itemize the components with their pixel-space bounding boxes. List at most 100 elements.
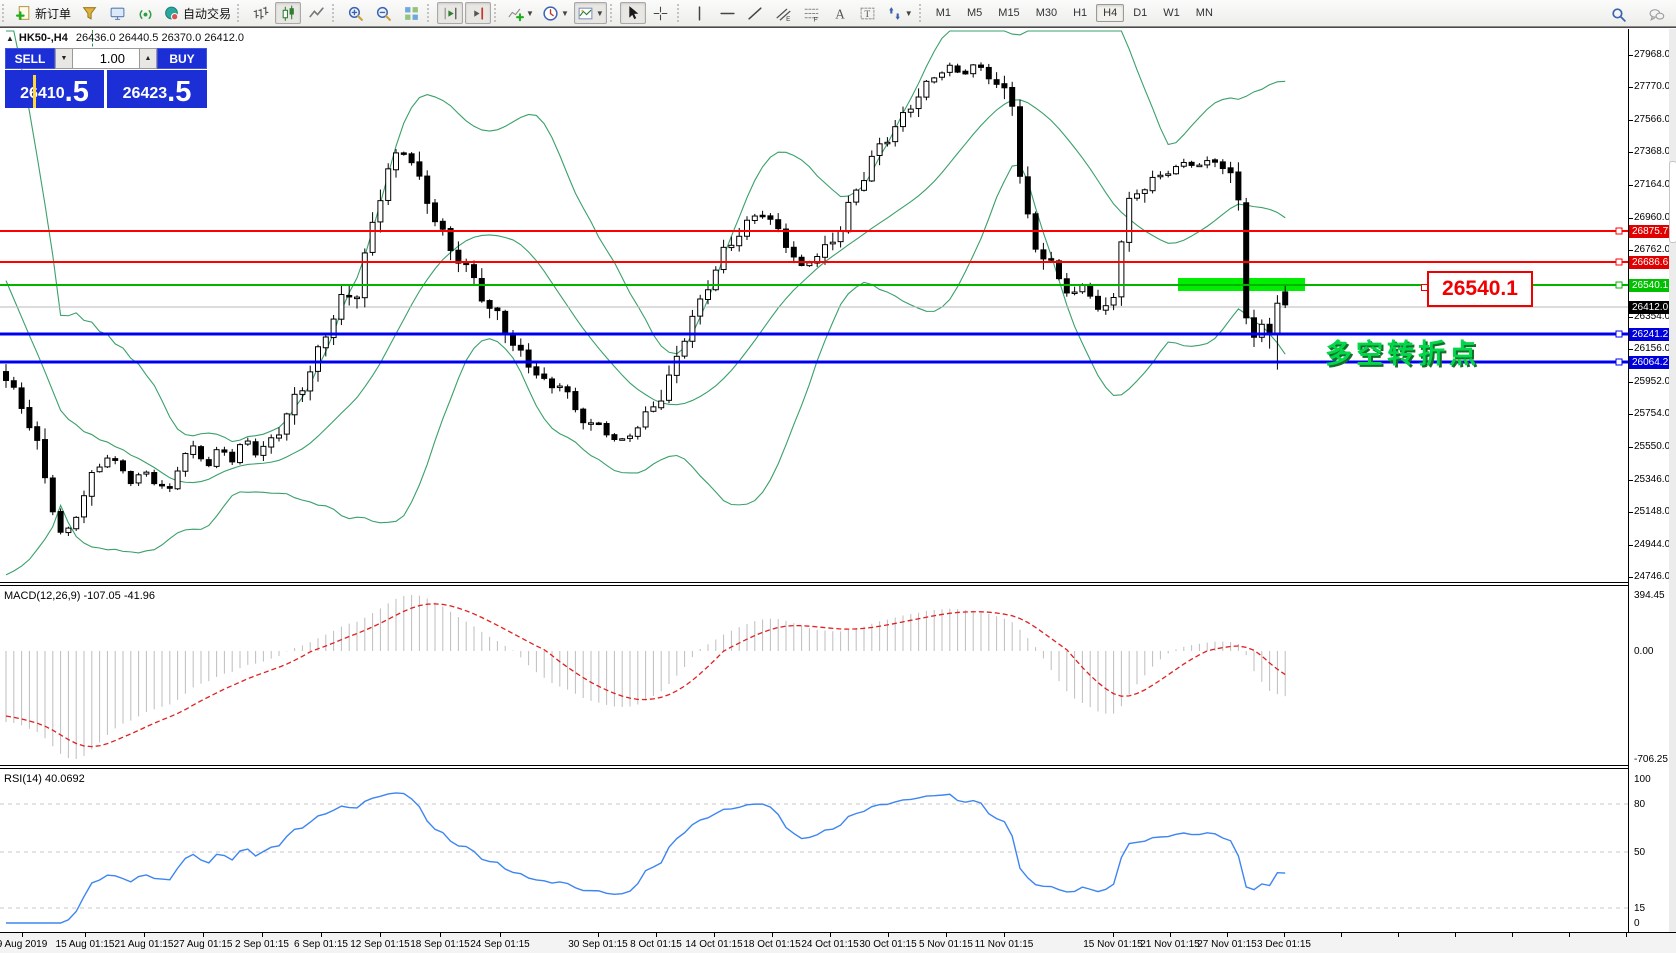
funnel-button[interactable]	[76, 2, 102, 24]
indicators-button[interactable]: ▼	[504, 2, 537, 24]
price-tick-label: 25754.0	[1634, 408, 1671, 419]
position-marker-bar	[33, 75, 36, 108]
panel-splitter[interactable]	[0, 582, 1676, 583]
hline-handle[interactable]	[1615, 330, 1623, 338]
trendline-button[interactable]	[743, 2, 769, 24]
time-tick	[772, 933, 773, 937]
time-tick	[1341, 933, 1342, 937]
sell-button[interactable]: SELL	[5, 48, 55, 69]
bar-chart-button[interactable]	[247, 2, 273, 24]
panel-splitter[interactable]	[0, 765, 1676, 766]
timeframe-m5-button[interactable]: M5	[967, 7, 983, 19]
text-button[interactable]: A	[827, 2, 853, 24]
chevron-down-icon[interactable]: ▼	[526, 8, 534, 18]
price-tick-label: 27164.0	[1634, 179, 1671, 190]
cursor-icon	[629, 5, 639, 19]
templates-button[interactable]: ▼	[573, 2, 607, 24]
indicators-icon	[508, 8, 525, 21]
terminal-icon	[110, 7, 124, 20]
price-tick	[1629, 512, 1633, 513]
hline-handle[interactable]	[1615, 258, 1623, 266]
timeframe-mn-button[interactable]: MN	[1195, 7, 1213, 19]
cursor-button[interactable]	[619, 2, 646, 24]
line-chart-button[interactable]	[303, 2, 329, 24]
time-tick	[888, 933, 889, 937]
chart-window[interactable]: ▲ HK50-,H4 26436.0 26440.5 26370.0 26412.0…	[0, 27, 1676, 953]
chevron-down-icon[interactable]: ▼	[904, 8, 913, 18]
periods-button[interactable]: ▼	[539, 2, 572, 24]
price-tick	[1629, 185, 1633, 186]
crosshair-button[interactable]	[648, 2, 674, 24]
price-tick	[1629, 250, 1633, 251]
price-callout-box[interactable]: 26540.1	[1427, 271, 1533, 307]
vertical-line-object[interactable]	[92, 30, 93, 51]
channel-button[interactable]: E	[771, 2, 797, 24]
time-tick	[714, 933, 715, 937]
chat-button[interactable]	[1643, 3, 1669, 25]
price-tick	[1629, 55, 1633, 56]
fibonacci-button[interactable]: F	[799, 2, 825, 24]
volume-increase-button[interactable]: ▲	[139, 48, 157, 69]
macd-indicator-panel[interactable]	[0, 586, 1628, 765]
rsi-indicator-panel[interactable]	[0, 769, 1628, 931]
callout-anchor-handle[interactable]	[1421, 284, 1428, 291]
hline-button[interactable]	[715, 2, 741, 24]
panel-splitter[interactable]	[0, 585, 1676, 586]
price-tick-label: 24746.0	[1634, 571, 1671, 582]
price-tick	[1629, 577, 1633, 578]
time-tick	[598, 933, 599, 937]
timeframe-m15-button[interactable]: M15	[998, 7, 1020, 19]
candlestick-button[interactable]	[275, 2, 302, 24]
rsi-line	[6, 792, 1286, 924]
chart-shift-button[interactable]	[465, 2, 492, 24]
hline-handle[interactable]	[1615, 281, 1623, 289]
volume-decrease-button[interactable]: ▼	[55, 48, 73, 69]
new-order-button[interactable]: 新订单	[12, 2, 74, 24]
rsi-axis-label: 0	[1634, 918, 1640, 929]
volume-input[interactable]: 1.00	[73, 48, 139, 69]
terminal-button[interactable]	[104, 2, 130, 24]
collapse-arrow-icon[interactable]: ▲	[6, 34, 14, 43]
timeframe-h4-button[interactable]: H4	[1096, 4, 1125, 22]
zoom-out-button[interactable]	[370, 2, 396, 24]
time-tick	[1004, 933, 1005, 937]
arrows-button[interactable]: ▼	[883, 2, 916, 24]
sell-price-display[interactable]: 26410.5	[5, 70, 104, 108]
chevron-down-icon[interactable]: ▼	[560, 8, 569, 18]
autotrade-button[interactable]: 自动交易	[160, 2, 234, 24]
time-tick	[22, 933, 23, 937]
buy-button[interactable]: BUY	[157, 48, 207, 69]
timeframe-h1-button[interactable]: H1	[1073, 7, 1088, 19]
timeframe-d1-button[interactable]: D1	[1133, 7, 1148, 19]
timeframe-w1-button[interactable]: W1	[1163, 7, 1180, 19]
vline-button[interactable]	[687, 2, 713, 24]
new-order-icon	[15, 5, 30, 20]
label-button[interactable]: T	[855, 2, 881, 24]
time-tick-label: 15 Nov 01:15	[1083, 939, 1143, 950]
timeframe-m1-button[interactable]: M1	[935, 7, 951, 19]
vertical-scrollbar[interactable]	[1669, 29, 1676, 932]
ohlc-readout: 26436.0 26440.5 26370.0 26412.0	[75, 32, 245, 44]
autotrade-icon	[165, 6, 179, 20]
hline-handle[interactable]	[1615, 227, 1623, 235]
scrollbar-thumb[interactable]	[1669, 161, 1676, 243]
zoom-in-button[interactable]	[342, 2, 368, 24]
timeframe-m30-button[interactable]: M30	[1035, 7, 1058, 19]
signals-button[interactable]	[132, 2, 158, 24]
hline-handle[interactable]	[1615, 358, 1623, 366]
price-axis[interactable]: 27968.0 27770.0 27566.0 27368.0 27164.0 26960…	[1628, 29, 1672, 932]
tile-windows-button[interactable]	[398, 2, 424, 24]
macd-label: MACD(12,26,9) -107.05 -41.96	[4, 590, 156, 602]
main-price-chart[interactable]	[0, 30, 1628, 582]
panel-splitter[interactable]	[0, 768, 1676, 769]
macd-axis-label: 394.45	[1634, 590, 1665, 601]
chevron-down-icon[interactable]: ▼	[595, 8, 604, 18]
auto-scroll-button[interactable]	[437, 2, 464, 24]
chart-title: ▲ HK50-,H4 26436.0 26440.5 26370.0 26412.0	[6, 32, 244, 44]
time-axis[interactable]: 9 Aug 2019 15 Aug 01:15 21 Aug 01:15 27 Aug…	[0, 932, 1676, 953]
turning-point-annotation[interactable]: 多空转折点	[1325, 339, 1480, 369]
buy-price-display[interactable]: 26423.5	[107, 70, 207, 108]
search-button[interactable]	[1605, 3, 1631, 25]
price-tick	[1629, 152, 1633, 153]
price-tick	[1629, 382, 1633, 383]
